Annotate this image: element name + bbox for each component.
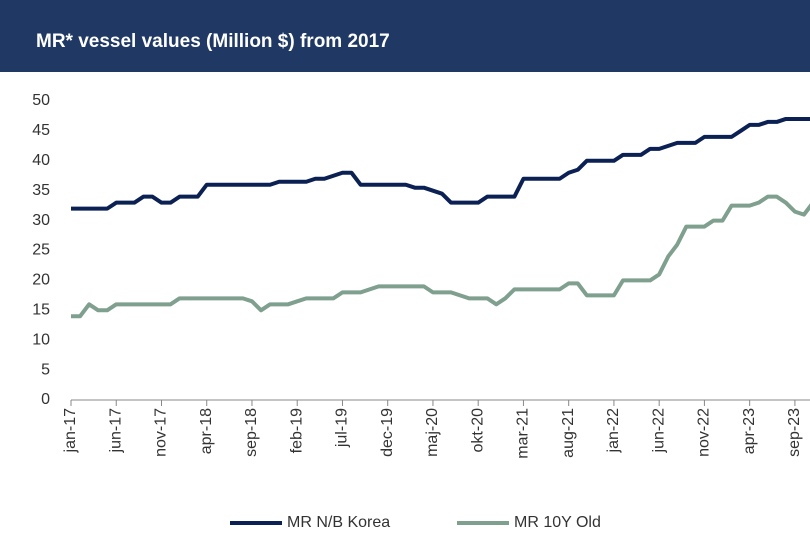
x-tick-label: sep-23 bbox=[786, 408, 803, 457]
x-tick-label: jun-17 bbox=[107, 408, 124, 454]
x-tick-label: sep-18 bbox=[243, 408, 260, 457]
x-tick-label: apr-18 bbox=[198, 408, 215, 454]
y-tick-label: 35 bbox=[32, 182, 50, 199]
x-tick-label: mar-21 bbox=[515, 408, 532, 459]
legend-label: MR N/B Korea bbox=[287, 514, 390, 531]
legend-label: MR 10Y Old bbox=[514, 514, 601, 531]
series-line bbox=[71, 116, 810, 211]
x-tick-label: maj-20 bbox=[424, 408, 441, 457]
x-tick-label: jan-17 bbox=[62, 408, 79, 454]
x-tick-label: okt-20 bbox=[469, 408, 486, 453]
x-tick-label: nov-22 bbox=[696, 408, 713, 457]
header-bar bbox=[0, 0, 810, 72]
x-tick-label: jun-22 bbox=[650, 408, 667, 454]
x-tick-label: aug-21 bbox=[560, 408, 577, 458]
y-tick-label: 25 bbox=[32, 242, 50, 259]
series-line bbox=[71, 194, 810, 319]
x-tick-label: dec-19 bbox=[379, 408, 396, 457]
y-tick-label: 30 bbox=[32, 212, 50, 229]
x-tick-label: jul-19 bbox=[334, 408, 351, 448]
y-tick-label: 20 bbox=[32, 272, 50, 289]
y-tick-label: 45 bbox=[32, 122, 50, 139]
y-tick-label: 15 bbox=[32, 302, 50, 319]
y-tick-label: 10 bbox=[32, 331, 50, 348]
x-tick-label: feb-19 bbox=[288, 408, 305, 453]
x-tick-label: nov-17 bbox=[153, 408, 170, 457]
y-tick-label: 0 bbox=[41, 391, 50, 408]
y-tick-label: 5 bbox=[41, 361, 50, 378]
x-tick-label: jan-22 bbox=[605, 408, 622, 454]
y-tick-label: 50 bbox=[32, 92, 50, 109]
x-tick-label: apr-23 bbox=[741, 408, 758, 454]
y-tick-label: 40 bbox=[32, 152, 50, 169]
chart-title: MR* vessel values (Million $) from 2017 bbox=[36, 31, 390, 52]
